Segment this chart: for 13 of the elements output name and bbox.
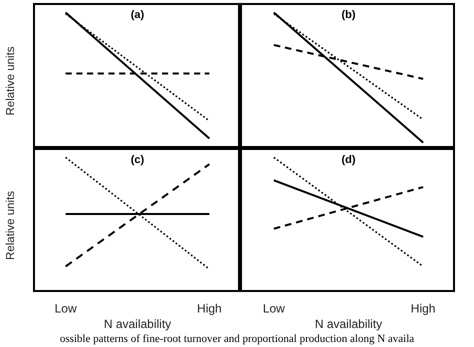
- chart-title: (d): [340, 154, 357, 166]
- x-tick-label: Low: [54, 302, 77, 316]
- text: ossible patterns of fine-root turnover and proportional production along N availa: [60, 333, 414, 345]
- x-tick-label: Low: [262, 302, 286, 316]
- y-axis-title: Relative units: [5, 190, 18, 260]
- chart-title: (b): [340, 9, 357, 21]
- chart-title: (a): [130, 9, 146, 21]
- y-axis-title: Relative units: [5, 46, 18, 116]
- x-tick-label: High: [197, 302, 222, 316]
- x-axis-title: N availability: [104, 317, 172, 331]
- x-axis-title: N availability: [314, 317, 382, 331]
- chart-title: (c): [130, 154, 146, 166]
- x-tick-label: High: [410, 302, 436, 316]
